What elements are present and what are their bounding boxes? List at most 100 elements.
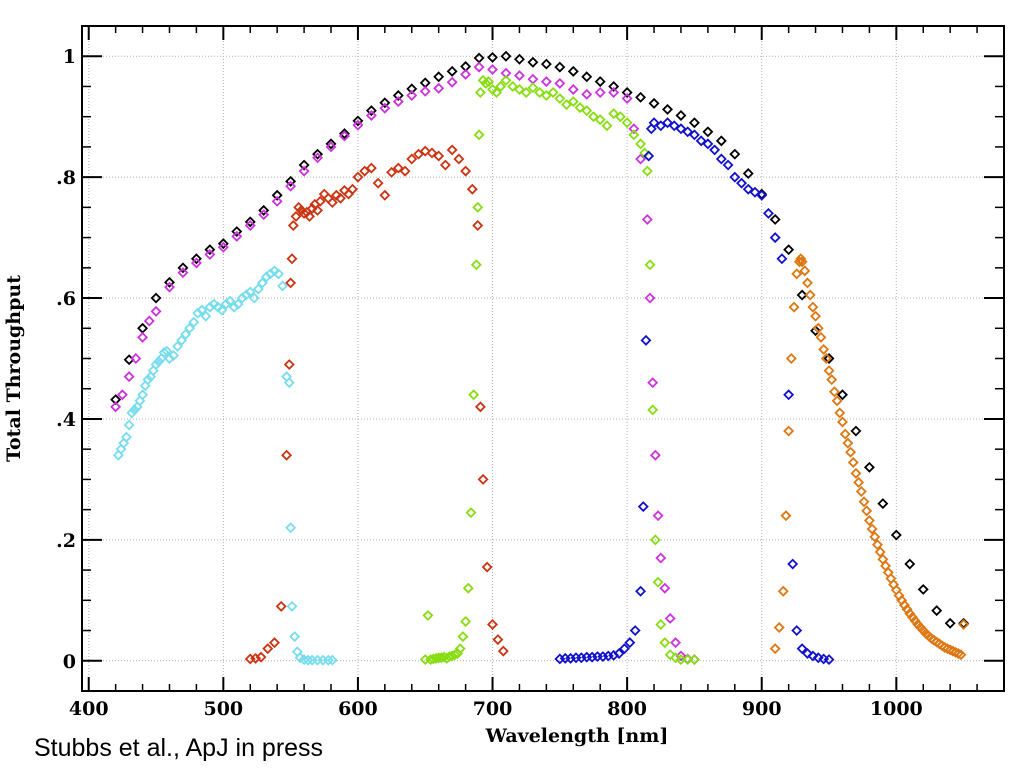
data-point	[286, 600, 298, 612]
data-point	[273, 268, 284, 280]
data-point	[688, 129, 700, 141]
data-point	[828, 386, 840, 398]
data-point	[601, 120, 613, 132]
data-point	[137, 389, 149, 401]
data-point	[958, 619, 970, 630]
data-point	[120, 431, 132, 443]
data-point	[799, 265, 811, 277]
data-point	[338, 128, 350, 140]
data-point	[372, 177, 384, 189]
data-point	[158, 346, 170, 358]
data-series	[110, 50, 970, 666]
data-point	[769, 643, 781, 655]
data-point	[901, 603, 913, 615]
data-point	[749, 186, 761, 198]
data-point	[164, 281, 175, 293]
data-point	[248, 292, 260, 304]
y-tick-label: 0	[63, 651, 76, 673]
data-point	[492, 634, 504, 646]
data-point	[944, 644, 956, 656]
data-point	[326, 197, 338, 209]
data-point	[850, 467, 862, 479]
data-point	[312, 152, 324, 164]
data-point	[547, 87, 559, 98]
data-point	[866, 523, 878, 535]
data-point	[192, 307, 204, 319]
data-point	[286, 253, 298, 265]
data-point	[527, 73, 539, 85]
data-point	[540, 90, 552, 101]
data-point	[527, 56, 539, 68]
data-point	[904, 558, 916, 570]
data-point	[419, 145, 431, 157]
data-point	[474, 401, 486, 413]
data-point	[419, 77, 431, 89]
data-point	[453, 153, 465, 165]
data-point	[204, 244, 216, 256]
data-point	[277, 280, 289, 292]
data-point	[643, 150, 655, 162]
data-point	[855, 486, 867, 497]
data-point	[688, 117, 700, 129]
x-tick-label: 700	[473, 698, 513, 720]
data-point	[783, 244, 795, 256]
data-point	[554, 77, 566, 89]
data-point	[810, 310, 822, 322]
data-point	[365, 105, 377, 117]
data-point	[783, 425, 795, 437]
data-point	[269, 637, 280, 649]
data-point	[863, 515, 875, 526]
data-point	[312, 148, 324, 160]
data-point	[491, 87, 503, 98]
data-point	[588, 111, 599, 123]
data-point	[796, 256, 808, 268]
data-point	[168, 350, 179, 361]
data-point	[190, 253, 202, 265]
y-tick-label: .2	[56, 530, 76, 552]
data-point	[520, 87, 532, 98]
data-point	[869, 531, 881, 543]
data-point	[298, 159, 310, 171]
data-point	[796, 289, 808, 301]
data-point	[820, 353, 832, 364]
data-point	[244, 286, 256, 298]
data-point	[847, 457, 859, 468]
data-point	[281, 449, 293, 461]
x-tick-label: 400	[69, 698, 109, 720]
data-point	[285, 522, 297, 534]
data-point	[762, 207, 774, 219]
data-point	[153, 356, 165, 367]
data-point	[863, 461, 875, 473]
data-point	[608, 80, 620, 92]
data-point	[474, 87, 486, 98]
data-point	[637, 501, 649, 513]
data-point	[807, 301, 819, 313]
data-point	[150, 359, 162, 371]
data-point	[232, 298, 244, 310]
data-point	[742, 183, 754, 195]
data-point	[338, 130, 350, 142]
data-point	[483, 76, 494, 88]
data-point	[236, 292, 248, 304]
data-point	[379, 102, 391, 114]
data-point	[177, 267, 189, 279]
data-point	[773, 622, 785, 633]
data-point	[164, 353, 175, 364]
data-point	[567, 65, 579, 77]
data-point	[877, 498, 889, 510]
data-point	[110, 401, 122, 413]
data-point	[540, 58, 552, 70]
data-point	[594, 114, 606, 126]
data-point	[190, 257, 202, 269]
data-point	[422, 609, 434, 621]
data-point	[845, 446, 857, 458]
data-point	[812, 322, 824, 334]
data-point	[688, 654, 700, 666]
data-point	[931, 605, 943, 617]
data-point	[487, 51, 498, 63]
y-tick-label: .4	[56, 409, 76, 431]
data-point	[635, 138, 647, 150]
data-point	[255, 651, 267, 663]
data-point	[352, 115, 364, 127]
y-tick-label: .6	[56, 288, 76, 310]
